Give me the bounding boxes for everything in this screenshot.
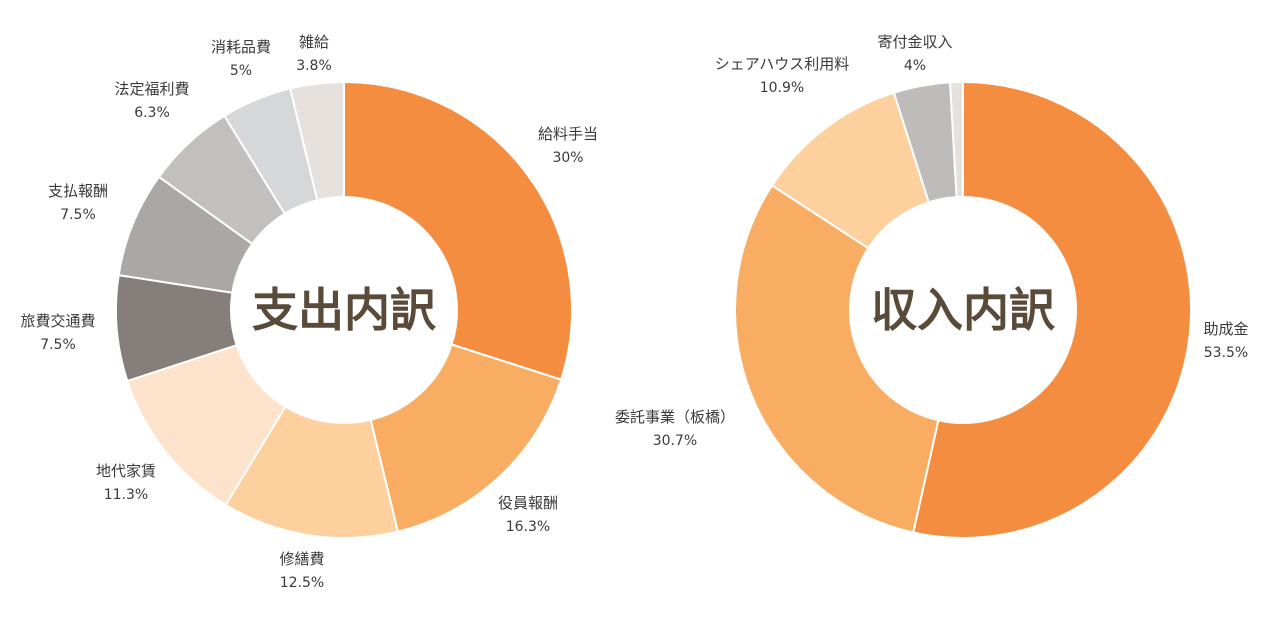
slice-percent-label: 16.3% — [506, 519, 550, 535]
slice-percent-label: 30% — [552, 150, 583, 166]
slice-percent-label: 5% — [230, 63, 252, 79]
slice-percent-label: 30.7% — [653, 433, 697, 449]
slice-percent-label: 53.5% — [1204, 345, 1248, 361]
slice-label: 委託事業（板橋） — [615, 408, 735, 426]
donut-slice — [912, 80, 1192, 539]
slice-percent-label: 11.3% — [104, 487, 148, 503]
slice-label: 修繕費 — [279, 550, 324, 568]
slice-percent-label: 7.5% — [40, 337, 76, 353]
slice-label: 法定福利費 — [114, 80, 189, 98]
slice-label: 雑給 — [299, 33, 329, 51]
chart-center-title: 収入内訳 — [871, 283, 1056, 337]
slice-label: 支払報酬 — [48, 182, 108, 200]
donut-slice — [734, 184, 940, 534]
slice-label: 旅費交通費 — [20, 312, 95, 330]
slice-percent-label: 10.9% — [760, 80, 804, 96]
slice-label: 助成金 — [1203, 320, 1248, 338]
donut-slice — [288, 80, 345, 202]
slice-label: 消耗品費 — [211, 38, 271, 56]
slice-percent-label: 3.8% — [296, 58, 332, 74]
slice-percent-label: 4% — [904, 58, 926, 74]
slice-percent-label: 7.5% — [60, 207, 96, 223]
donut-slice — [949, 80, 964, 199]
slice-label: 寄付金収入 — [877, 33, 952, 51]
slice-label: 地代家賃 — [96, 462, 156, 480]
slice-label: シェアハウス利用料 — [715, 55, 849, 73]
chart-center-title: 支出内訳 — [252, 283, 437, 337]
donut-slice — [224, 405, 400, 539]
slice-percent-label: 12.5% — [280, 575, 324, 591]
income-donut-chart: 助成金 53.5% 委託事業（板橋） 30.7% シェアハウス利用料 10.9% 寄付金収入… — [615, 33, 1249, 539]
slice-label: 給料手当 — [538, 125, 598, 143]
donut-slice — [343, 80, 573, 381]
slice-percent-label: 6.3% — [134, 105, 170, 121]
donut-slice — [369, 343, 563, 533]
slice-label: 役員報酬 — [498, 494, 558, 512]
expense-donut-chart: 給料手当 30% 役員報酬 16.3% 修繕費 12.5% 地代家賃 11.3% 旅費交通費 7.… — [20, 33, 598, 591]
